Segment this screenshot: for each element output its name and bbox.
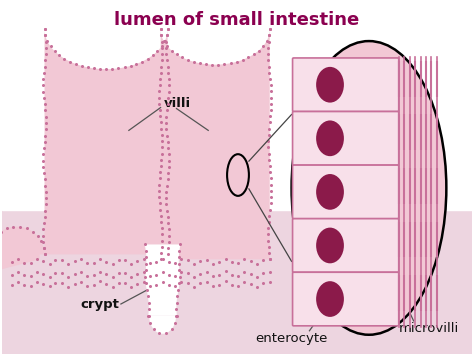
Ellipse shape (316, 120, 344, 156)
Polygon shape (2, 210, 472, 354)
Ellipse shape (316, 281, 344, 317)
FancyBboxPatch shape (292, 58, 399, 111)
Ellipse shape (316, 174, 344, 210)
Ellipse shape (316, 67, 344, 103)
FancyBboxPatch shape (292, 165, 399, 219)
Ellipse shape (292, 41, 447, 335)
Text: microvilli: microvilli (398, 322, 459, 335)
Polygon shape (45, 29, 167, 255)
Polygon shape (161, 29, 270, 260)
FancyBboxPatch shape (292, 219, 399, 272)
Polygon shape (2, 1, 472, 210)
FancyBboxPatch shape (292, 111, 399, 165)
Polygon shape (2, 247, 39, 269)
Polygon shape (0, 226, 45, 255)
Text: lumen of small intestine: lumen of small intestine (114, 11, 360, 29)
FancyBboxPatch shape (292, 272, 399, 326)
Polygon shape (145, 245, 181, 334)
Text: crypt: crypt (80, 297, 119, 311)
Text: villi: villi (164, 97, 191, 110)
Ellipse shape (316, 228, 344, 263)
Text: enterocyte: enterocyte (255, 332, 328, 345)
